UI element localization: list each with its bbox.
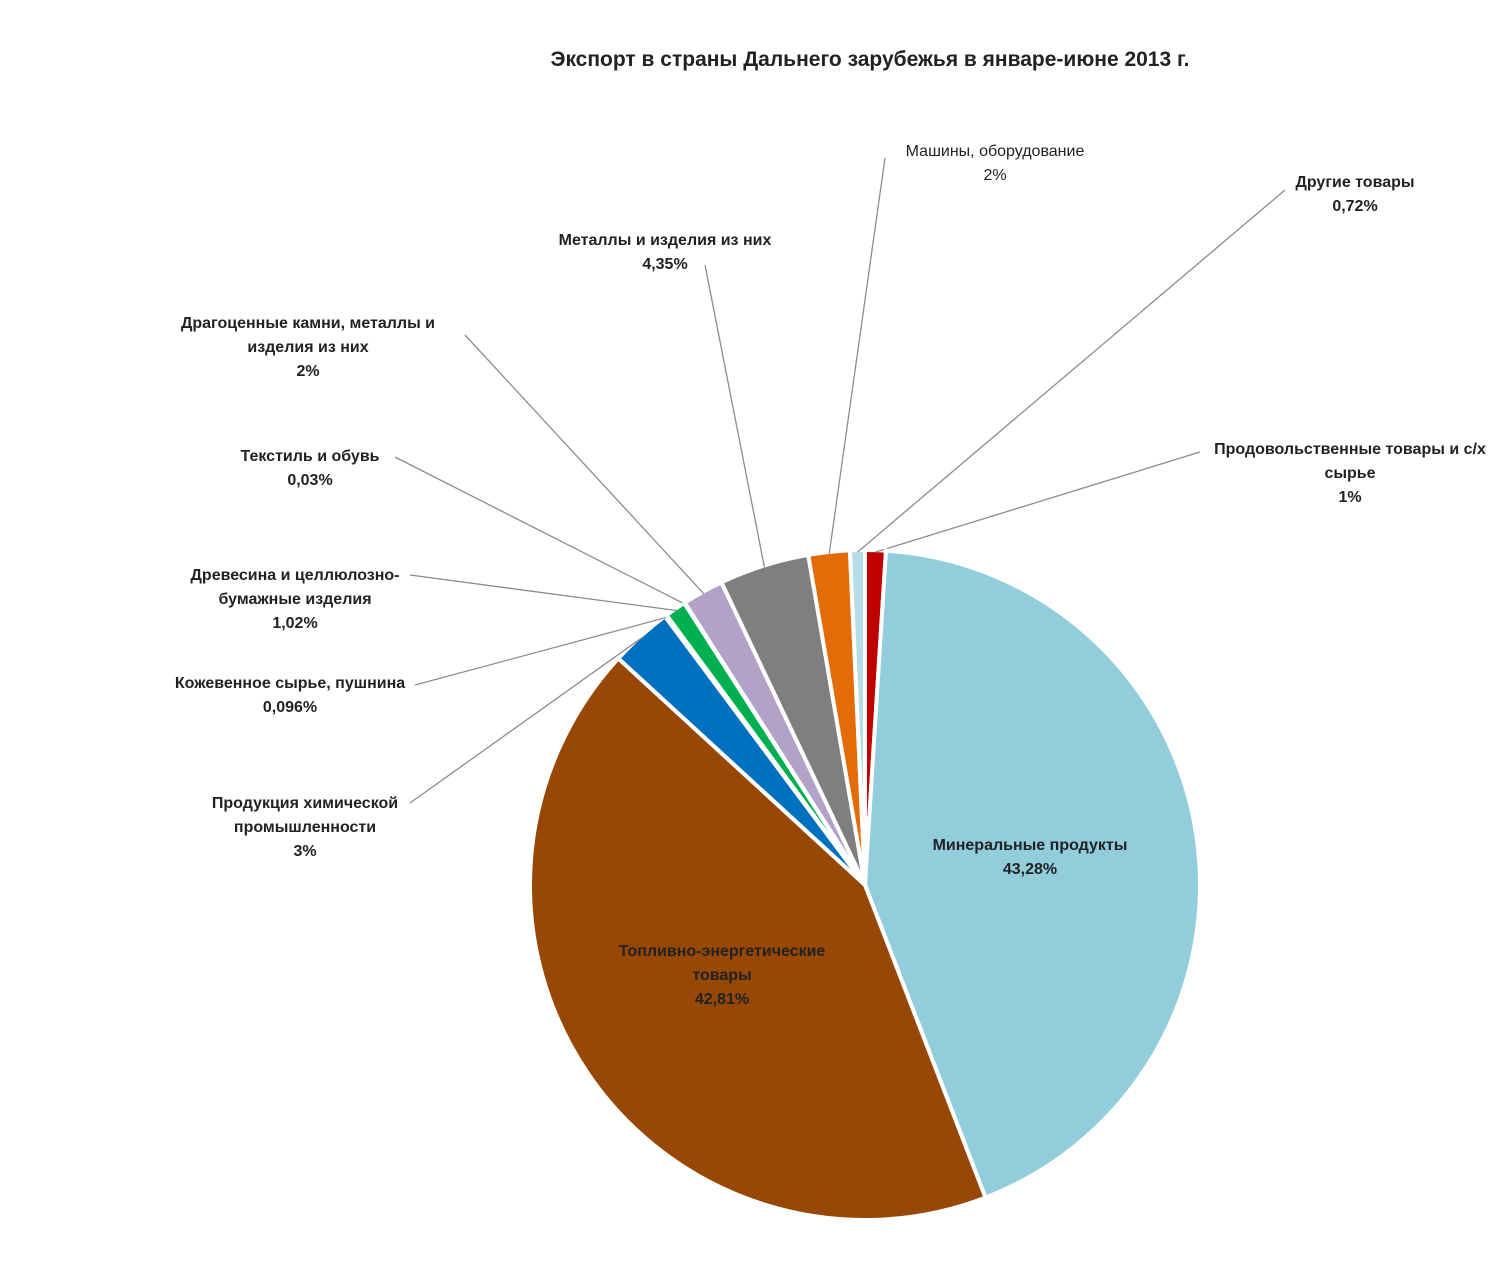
leader-line xyxy=(414,616,668,686)
value-label: 0,096% xyxy=(262,699,318,716)
leader-line xyxy=(394,456,686,606)
category-label: Древесина и целлюлозно-бумажные изделия xyxy=(190,567,400,608)
slice-label: Продукция химической промышленности 3% xyxy=(190,792,420,864)
value-label: 1% xyxy=(1338,489,1362,506)
slice-label: Другие товары 0,72% xyxy=(1255,171,1455,219)
slice-label: Кожевенное сырье, пушнина 0,096% xyxy=(150,672,430,720)
category-label: Кожевенное сырье, пушнина xyxy=(174,675,406,692)
category-label: Драгоценные камни, металлы и изделия из … xyxy=(180,315,436,356)
category-label: Минеральные продукты xyxy=(932,837,1128,854)
leader-line xyxy=(828,157,886,555)
slice-label: Древесина и целлюлозно-бумажные изделия 1… xyxy=(175,564,415,636)
slice-label: Драгоценные камни, металлы и изделия из … xyxy=(158,312,458,384)
slice-label: Текстиль и обувь 0,03% xyxy=(210,445,410,493)
slice-label: Минеральные продукты 43,28% xyxy=(900,834,1160,882)
category-label: Металлы и изделия из них xyxy=(558,232,772,249)
slice-label: Металлы и изделия из них 4,35% xyxy=(535,229,795,277)
value-label: 2% xyxy=(983,167,1007,184)
value-label: 0,72% xyxy=(1332,198,1378,215)
category-label: Другие товары xyxy=(1295,174,1415,191)
chart-title: Экспорт в страны Дальнего зарубежья в ян… xyxy=(550,48,1190,71)
leader-line xyxy=(875,451,1201,553)
category-label: Текстиль и обувь xyxy=(240,448,380,465)
slice-label: Машины, оборудование 2% xyxy=(865,140,1125,188)
value-label: 4,35% xyxy=(642,256,688,273)
leader-line xyxy=(704,264,766,568)
leader-line xyxy=(464,334,705,595)
value-label: 2% xyxy=(296,363,320,380)
leader-line xyxy=(409,574,677,612)
value-label: 42,81% xyxy=(694,991,750,1008)
category-label: Машины, оборудование xyxy=(905,143,1085,160)
pie-slice xyxy=(847,547,867,886)
value-label: 0,03% xyxy=(287,472,333,489)
pie-slice xyxy=(528,655,989,1223)
slice-label: Топливно-энергетические товары 42,81% xyxy=(592,940,852,1012)
leader-line xyxy=(409,637,643,804)
leader-line xyxy=(857,189,1286,553)
slice-label: Продовольственные товары и с/х сырье 1% xyxy=(1200,438,1500,510)
pie-slice xyxy=(862,548,1202,1201)
value-label: 43,28% xyxy=(1002,861,1058,878)
category-label: Топливно-энергетические товары xyxy=(618,943,826,984)
category-label: Продукция химической промышленности xyxy=(211,795,399,836)
value-label: 1,02% xyxy=(272,615,318,632)
value-label: 3% xyxy=(293,843,317,860)
category-label: Продовольственные товары и с/х сырье xyxy=(1214,441,1486,482)
